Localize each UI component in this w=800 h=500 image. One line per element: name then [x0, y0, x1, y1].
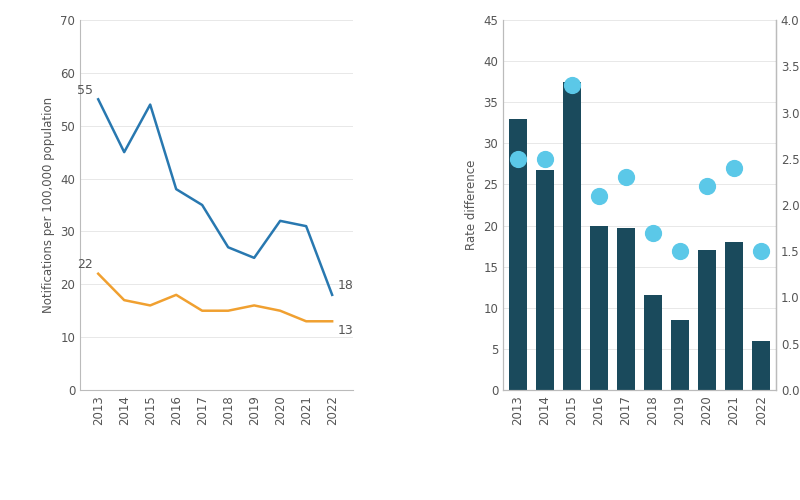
Point: [701, 182, 714, 190]
Text: 18: 18: [338, 279, 354, 292]
Text: 55: 55: [77, 84, 93, 96]
Text: 22: 22: [78, 258, 93, 271]
Point: [728, 164, 741, 172]
Point: [538, 155, 551, 163]
Bar: [536, 170, 554, 390]
Bar: [590, 226, 608, 390]
Bar: [509, 118, 526, 390]
Point: [674, 248, 686, 255]
Point: [566, 80, 578, 89]
Text: 13: 13: [338, 324, 353, 337]
Y-axis label: Rate difference: Rate difference: [465, 160, 478, 250]
Bar: [726, 242, 743, 390]
Point: [754, 248, 767, 255]
Point: [646, 229, 659, 237]
Bar: [671, 320, 689, 390]
Point: [620, 174, 633, 182]
Bar: [563, 82, 581, 390]
Point: [511, 155, 524, 163]
Point: [593, 192, 606, 200]
Y-axis label: Notifications per 100,000 population: Notifications per 100,000 population: [42, 97, 54, 313]
Bar: [618, 228, 635, 390]
Bar: [698, 250, 716, 390]
Bar: [644, 296, 662, 390]
Bar: [752, 340, 770, 390]
